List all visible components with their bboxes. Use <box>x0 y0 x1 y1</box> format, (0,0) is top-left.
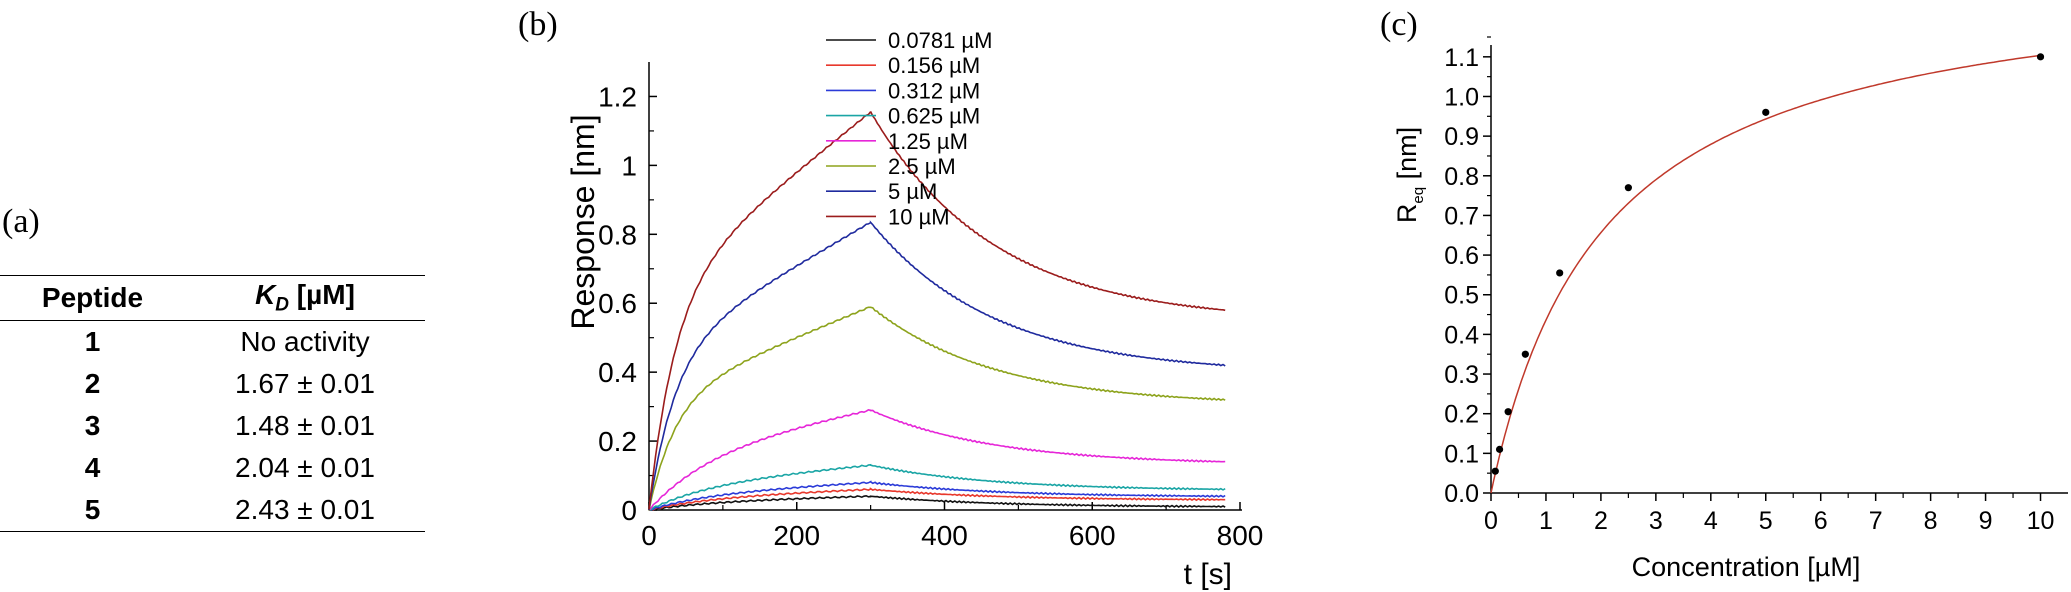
x-tick-label: 400 <box>921 520 968 551</box>
y-tick-label: 0.4 <box>598 357 637 388</box>
y-tick-label: 0.9 <box>1444 123 1479 151</box>
y-tick-label: 0.6 <box>598 288 637 319</box>
kd-cell: 1.48 ± 0.01 <box>235 410 375 441</box>
x-axis-label: t [s] <box>1184 558 1232 591</box>
y-tick-label: 0.4 <box>1444 321 1479 349</box>
series-line <box>648 480 1226 511</box>
table-header-row: Peptide KD [µM] <box>0 275 425 321</box>
legend-label: 2.5 µM <box>888 154 956 179</box>
panel-label-a: (a) <box>2 203 40 240</box>
data-point <box>1504 408 1512 416</box>
y-tick-label: 0.7 <box>1444 202 1479 230</box>
data-point <box>1521 350 1529 358</box>
legend-label: 0.0781 µM <box>888 28 992 53</box>
kd-symbol: K <box>255 279 276 311</box>
saturation-binding-chart: 0.0 0.1 0.2 0.3 0.4 0.5 0.6 0.7 0.8 0.9 1.0 1.1 0 1 2 3… <box>1392 36 2068 582</box>
legend-label: 0.312 µM <box>888 78 980 103</box>
y-tick-label: 1.0 <box>1444 83 1479 111</box>
x-tick-label: 200 <box>773 520 820 551</box>
y-tick-label: 0.5 <box>1444 282 1479 310</box>
x-tick-label: 0 <box>641 520 657 551</box>
series-line <box>648 487 1226 511</box>
kd-cell: No activity <box>240 326 370 357</box>
header-peptide: Peptide <box>41 282 144 313</box>
y-tick-label: 0.8 <box>598 219 637 250</box>
y-tick-label: 0.3 <box>1444 361 1479 389</box>
x-tick-label: 5 <box>1759 507 1773 535</box>
kd-cell: 2.43 ± 0.01 <box>235 494 375 525</box>
x-tick-label: 800 <box>1217 520 1264 551</box>
y-tick-label: 1.1 <box>1444 44 1479 72</box>
x-tick-label: 7 <box>1869 507 1883 535</box>
data-point <box>1495 445 1504 453</box>
x-tick-label: 8 <box>1924 507 1938 535</box>
table-row: 2 1.67 ± 0.01 <box>0 363 425 405</box>
table-row: 4 2.04 ± 0.01 <box>0 447 425 489</box>
y-tick-label: 0.6 <box>1444 242 1479 270</box>
y-axis-label: Req [nm] <box>1392 127 1427 223</box>
x-tick-label: 600 <box>1069 520 1116 551</box>
series-line <box>648 111 1226 510</box>
x-tick-label: 6 <box>1814 507 1828 535</box>
x-tick-label: 0 <box>1484 507 1498 535</box>
kd-cell: 2.04 ± 0.01 <box>235 452 375 483</box>
x-tick-label: 9 <box>1979 507 1993 535</box>
kd-cell: 1.67 ± 0.01 <box>235 368 375 399</box>
x-tick-label: 3 <box>1649 507 1663 535</box>
series-line <box>648 494 1226 511</box>
x-tick-label: 10 <box>2027 507 2055 535</box>
peptide-cell: 4 <box>84 452 101 483</box>
y-tick-label: 0.0 <box>1444 480 1479 508</box>
y-tick-label: 0.8 <box>1444 163 1479 191</box>
header-kd: KD [µM] <box>185 276 425 321</box>
y-tick-label: 0.2 <box>598 426 637 457</box>
peptide-cell: 2 <box>84 368 101 399</box>
x-tick-label: 2 <box>1594 507 1608 535</box>
x-tick-label: 4 <box>1704 507 1718 535</box>
x-tick-label: 1 <box>1539 507 1553 535</box>
y-tick-label: 0 <box>621 495 637 526</box>
panel-label-b: (b) <box>518 6 558 43</box>
series-line <box>648 306 1226 511</box>
kd-table: Peptide KD [µM] 1 No activity 2 1.67 ± 0.01… <box>0 275 425 532</box>
x-axis-label: Concentration [µM] <box>1632 552 1861 582</box>
panel-label-c: (c) <box>1380 6 1418 43</box>
kd-unit: [µM] <box>289 279 355 311</box>
series-line <box>648 463 1226 511</box>
legend-label: 5 µM <box>888 179 937 204</box>
series-line <box>648 409 1226 512</box>
y-axis-label: Response [nm] <box>565 114 601 329</box>
table-row: 3 1.48 ± 0.01 <box>0 405 425 447</box>
peptide-cell: 5 <box>84 494 101 525</box>
table-row: 1 No activity <box>0 321 425 364</box>
kd-subscript: D <box>275 294 290 316</box>
fit-curve <box>1490 54 2041 494</box>
data-point <box>1624 184 1632 192</box>
peptide-cell: 3 <box>84 410 101 441</box>
legend-label: 10 µM <box>888 204 950 229</box>
legend-label: 0.156 µM <box>888 53 980 78</box>
y-tick-label: 1.2 <box>598 81 637 112</box>
series-line <box>648 220 1226 511</box>
binding-kinetics-chart: 0 0.2 0.4 0.6 0.8 1 1.2 0 200 400 600 800 Response [… <box>565 28 1264 591</box>
y-tick-label: 0.1 <box>1444 440 1479 468</box>
data-point <box>2036 53 2045 61</box>
peptide-cell: 1 <box>84 326 101 357</box>
legend-label: 0.625 µM <box>888 104 980 129</box>
y-tick-label: 1 <box>621 150 637 181</box>
data-point <box>1762 108 1770 116</box>
data-point <box>1491 467 1499 475</box>
y-tick-label: 0.2 <box>1444 401 1479 429</box>
table-row: 5 2.43 ± 0.01 <box>0 489 425 532</box>
legend-label: 1.25 µM <box>888 129 968 154</box>
data-point <box>1556 269 1564 277</box>
